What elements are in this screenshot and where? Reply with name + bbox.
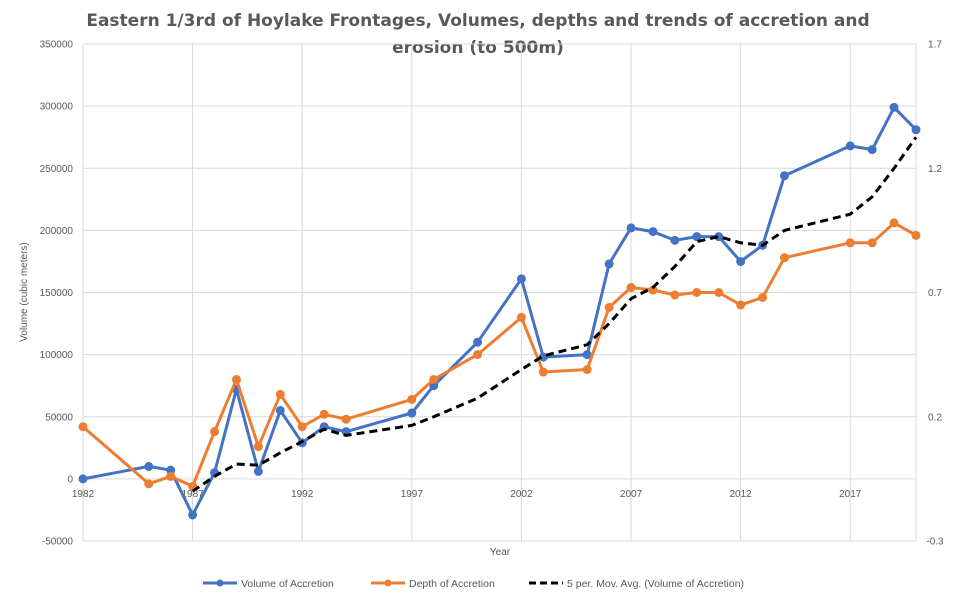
series-1-point [889, 218, 899, 228]
y-tick-label: -50000 [42, 537, 74, 548]
legend-label: 5 per. Mov. Avg. (Volume of Accretion) [567, 578, 744, 590]
series-0-point [78, 474, 88, 484]
series-1-point [275, 389, 285, 399]
series-1-point [210, 427, 220, 437]
series-0-point [845, 141, 855, 151]
chart-title-line-1: Eastern 1/3rd of Hoylake Frontages, Volu… [86, 11, 869, 31]
x-tick-label: 2012 [730, 489, 753, 500]
series-1-point [845, 238, 855, 248]
series-1-point [692, 288, 702, 297]
series-line-0 [81, 105, 918, 517]
y-tick-label: 150000 [40, 288, 74, 299]
y-tick-label: 350000 [40, 40, 74, 51]
y-tick-label: 300000 [40, 102, 74, 113]
legend-item-0: Volume of Accretion [203, 578, 334, 590]
series-0-point [473, 337, 483, 347]
x-tick-label: 2017 [839, 489, 862, 500]
y-tick-label: 250000 [40, 164, 74, 175]
series-line-1 [81, 221, 918, 488]
series-1-point [779, 253, 789, 263]
legend-item-2: 5 per. Mov. Avg. (Volume of Accretion) [529, 578, 744, 590]
x-axis-title: Year [490, 547, 511, 558]
y2-tick-label: 1.7 [928, 40, 942, 51]
series-1-point [473, 350, 483, 360]
x-tick-label: 2007 [620, 489, 643, 500]
series-1-point [758, 292, 768, 302]
series-line-2 [191, 136, 918, 493]
series-1-point [604, 302, 614, 312]
legend-marker [216, 579, 224, 587]
x-tick-label: 1997 [401, 489, 424, 500]
y-tick-label: 0 [67, 474, 73, 485]
series-1-point [166, 471, 176, 481]
legend-label: Depth of Accretion [409, 578, 495, 590]
series-0-point [670, 235, 680, 245]
x-tick-label: 1987 [181, 489, 204, 500]
y-tick-label: 200000 [40, 226, 74, 237]
series-1-point [670, 290, 680, 300]
series-0-point [867, 145, 877, 155]
series-0-point [692, 232, 702, 242]
series-0-point [911, 125, 921, 135]
series-1-point [911, 230, 921, 240]
series-1-point [144, 479, 154, 489]
series-1-point [341, 414, 351, 424]
series-1-point [626, 283, 636, 293]
series-1-point [714, 288, 724, 297]
series-1-point [78, 422, 88, 432]
series-0-point [516, 274, 526, 284]
y2-tick-label: 1.2 [928, 164, 942, 175]
series [78, 102, 921, 520]
series-0-point [188, 510, 198, 520]
series-1-point [297, 422, 307, 432]
x-tick-label: 2002 [510, 489, 533, 500]
series-0-point [648, 227, 658, 237]
series-0-point [626, 223, 636, 233]
gridlines [82, 43, 917, 542]
series-1-point [319, 409, 329, 419]
series-1-point [736, 300, 746, 310]
series-1-point [582, 365, 592, 375]
x-tick-label: 1982 [72, 489, 95, 500]
series-1-point [516, 312, 526, 322]
y2-tick-label: 0.2 [928, 412, 942, 423]
y2-tick-label: -0.3 [926, 537, 944, 548]
legend: Volume of Accretion Depth of Accretion 5 p… [203, 578, 744, 590]
series-0-point [889, 102, 899, 112]
series-1-point [538, 367, 548, 377]
series-0-point [253, 466, 263, 476]
series-0-point [779, 171, 789, 181]
series-0-point [407, 408, 417, 418]
series-1-point [429, 374, 439, 384]
legend-item-1: Depth of Accretion [371, 578, 495, 590]
series-1-point [253, 442, 263, 452]
y2-tick-label: 0.7 [928, 288, 942, 299]
legend-label: Volume of Accretion [241, 578, 334, 590]
y-axis-title: Volume (cubic meters) [19, 242, 30, 341]
chart-title-line-2: erosion (to 500m) [392, 38, 564, 58]
axis-ticks: 350000 300000 250000 200000 150000 100000 5000… [40, 40, 944, 548]
y-tick-label: 100000 [40, 350, 74, 361]
x-tick-label: 1992 [291, 489, 314, 500]
series-0-point [275, 406, 285, 416]
legend-marker [384, 579, 392, 587]
series-1-point [867, 238, 877, 248]
series-0-point [604, 259, 614, 269]
series-0-point [144, 461, 154, 471]
series-1-point [407, 394, 417, 404]
series-0-point [736, 256, 746, 266]
y-tick-label: 50000 [45, 412, 73, 423]
series-1-point [231, 374, 241, 384]
